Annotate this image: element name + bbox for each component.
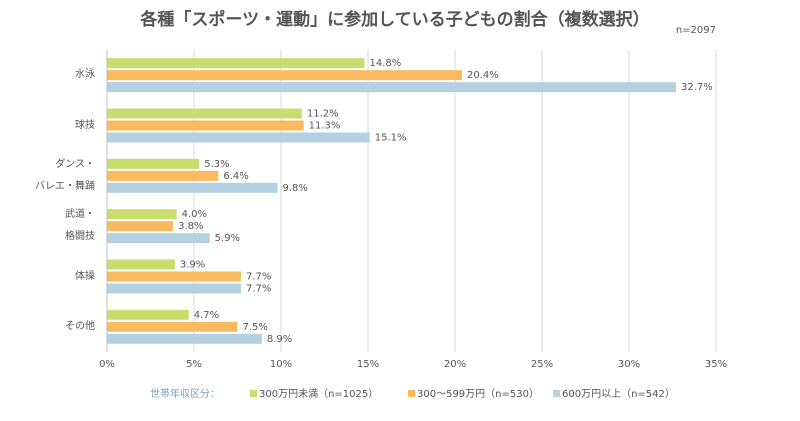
value-label: 5.3%	[204, 159, 229, 170]
bar	[107, 271, 241, 282]
value-label: 20.4%	[467, 70, 499, 81]
bar	[107, 70, 462, 81]
value-label: 3.8%	[178, 221, 203, 232]
bar	[107, 233, 210, 244]
bar	[107, 283, 241, 294]
value-label: 11.3%	[309, 121, 341, 132]
bar	[107, 132, 370, 143]
x-tick-label: 30%	[618, 359, 640, 370]
x-tick-label: 0%	[99, 359, 115, 370]
value-label: 5.9%	[215, 233, 240, 244]
y-tick-label: 水泳	[75, 69, 95, 81]
value-label: 7.7%	[246, 272, 271, 283]
x-tick-label: 35%	[705, 359, 727, 370]
bar	[107, 333, 262, 344]
value-label: 4.0%	[182, 209, 207, 220]
value-label: 9.8%	[283, 183, 308, 194]
legend-swatch	[408, 390, 415, 397]
y-tick-label: 体操	[75, 270, 95, 282]
x-tick-label: 10%	[270, 359, 292, 370]
y-tick-label: 武道・ 格闘技	[65, 209, 95, 243]
bar	[107, 209, 177, 220]
value-label: 32.7%	[681, 82, 713, 93]
y-tick-label: ダンス・ バレエ・舞踊	[35, 158, 95, 192]
bar	[107, 309, 189, 320]
x-tick-label: 5%	[186, 359, 202, 370]
bar	[107, 182, 278, 193]
bar	[107, 321, 238, 332]
bar	[107, 108, 302, 119]
bar	[107, 58, 365, 69]
bar	[107, 259, 175, 270]
value-label: 7.7%	[246, 284, 271, 295]
bar	[107, 221, 174, 232]
x-tick-label: 25%	[531, 359, 553, 370]
legend-title: 世帯年収区分：	[150, 387, 220, 400]
legend-swatch	[250, 390, 257, 397]
bar	[107, 82, 676, 93]
legend-label: 300万円未満（n=1025）	[259, 388, 378, 400]
bar	[107, 120, 304, 131]
value-label: 6.4%	[223, 171, 248, 182]
y-tick-label: 球技	[75, 119, 95, 131]
value-label: 4.7%	[194, 310, 219, 321]
legend-label: 600万円以上（n=542）	[562, 388, 675, 400]
bar	[107, 158, 200, 169]
value-label: 7.5%	[243, 322, 268, 333]
legend-swatch	[553, 390, 560, 397]
value-label: 14.8%	[370, 58, 402, 69]
value-label: 3.9%	[180, 260, 205, 271]
bar	[107, 170, 219, 181]
value-label: 8.9%	[267, 334, 292, 345]
value-label: 15.1%	[375, 133, 407, 144]
value-label: 11.2%	[307, 109, 339, 120]
legend-label: 300〜599万円（n=530）	[417, 388, 539, 400]
x-tick-label: 15%	[357, 359, 379, 370]
note: n=2097	[676, 25, 716, 36]
y-tick-label: その他	[65, 320, 95, 332]
chart-title: 各種「スポーツ・運動」に参加している子どもの割合（複数選択）	[139, 9, 649, 30]
x-tick-label: 20%	[444, 359, 466, 370]
